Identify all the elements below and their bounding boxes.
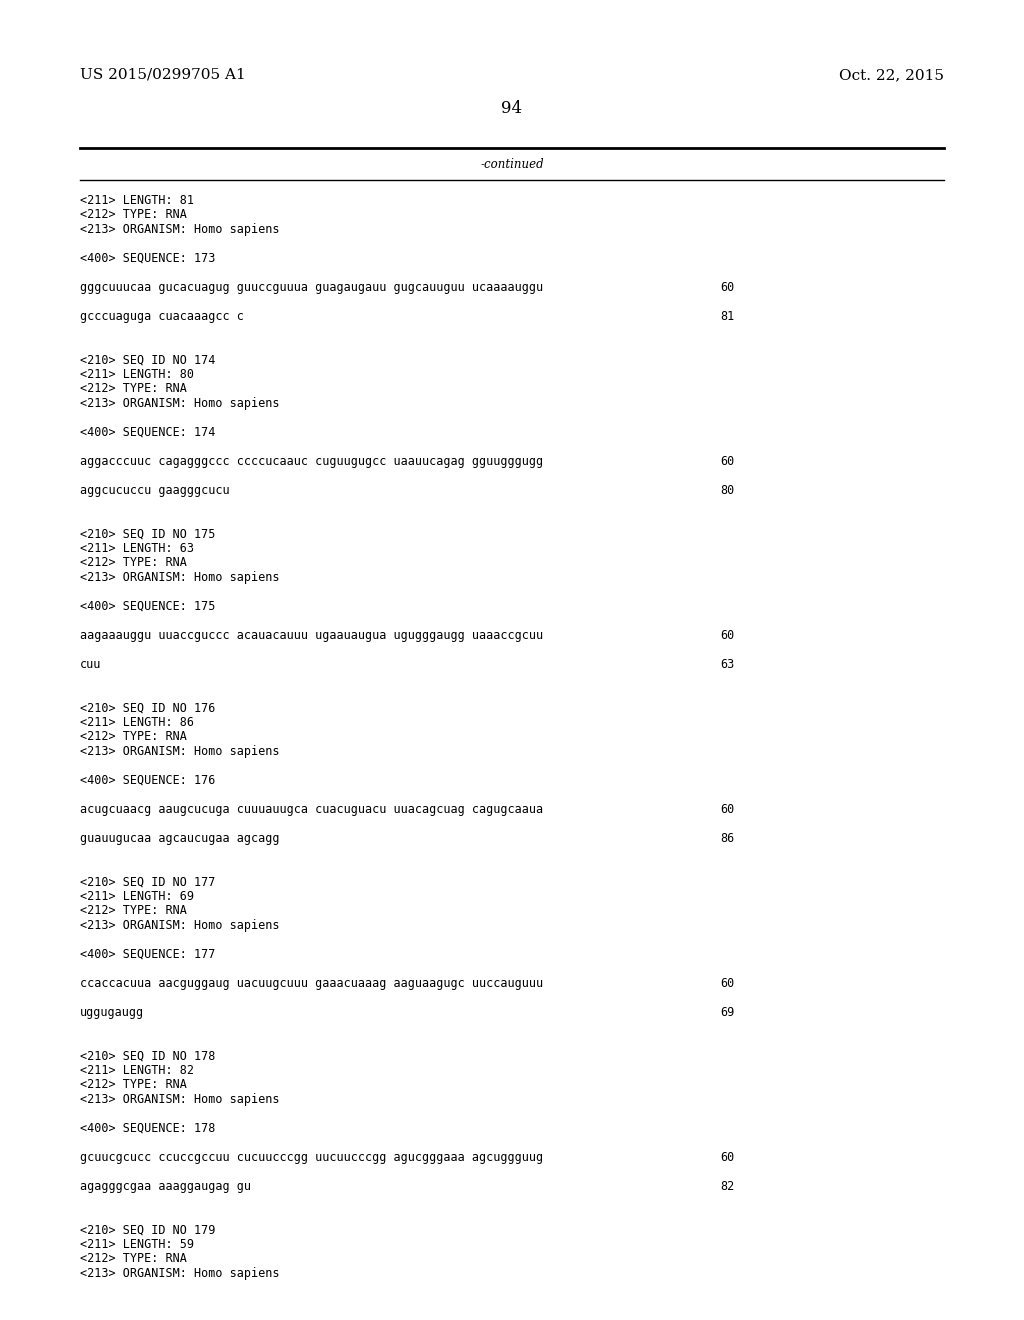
- Text: <212> TYPE: RNA: <212> TYPE: RNA: [80, 383, 186, 396]
- Text: <211> LENGTH: 82: <211> LENGTH: 82: [80, 1064, 194, 1077]
- Text: <211> LENGTH: 86: <211> LENGTH: 86: [80, 715, 194, 729]
- Text: 86: 86: [720, 832, 734, 845]
- Text: <212> TYPE: RNA: <212> TYPE: RNA: [80, 730, 186, 743]
- Text: <212> TYPE: RNA: <212> TYPE: RNA: [80, 557, 186, 569]
- Text: uggugaugg: uggugaugg: [80, 1006, 144, 1019]
- Text: 60: 60: [720, 803, 734, 816]
- Text: <212> TYPE: RNA: <212> TYPE: RNA: [80, 1078, 186, 1092]
- Text: <210> SEQ ID NO 176: <210> SEQ ID NO 176: [80, 701, 215, 714]
- Text: 81: 81: [720, 310, 734, 323]
- Text: 60: 60: [720, 630, 734, 642]
- Text: <400> SEQUENCE: 177: <400> SEQUENCE: 177: [80, 948, 215, 961]
- Text: ccaccacuua aacguggaug uacuugcuuu gaaacuaaag aaguaagugc uuccauguuu: ccaccacuua aacguggaug uacuugcuuu gaaacua…: [80, 977, 543, 990]
- Text: <400> SEQUENCE: 178: <400> SEQUENCE: 178: [80, 1122, 215, 1135]
- Text: 60: 60: [720, 977, 734, 990]
- Text: <210> SEQ ID NO 175: <210> SEQ ID NO 175: [80, 528, 215, 540]
- Text: Oct. 22, 2015: Oct. 22, 2015: [839, 69, 944, 82]
- Text: <400> SEQUENCE: 176: <400> SEQUENCE: 176: [80, 774, 215, 787]
- Text: <210> SEQ ID NO 178: <210> SEQ ID NO 178: [80, 1049, 215, 1063]
- Text: 63: 63: [720, 657, 734, 671]
- Text: 60: 60: [720, 1151, 734, 1164]
- Text: <400> SEQUENCE: 174: <400> SEQUENCE: 174: [80, 426, 215, 440]
- Text: aggacccuuc cagagggccc ccccucaauc cuguugugcc uaauucagag gguugggugg: aggacccuuc cagagggccc ccccucaauc cuguugu…: [80, 455, 543, 469]
- Text: <211> LENGTH: 81: <211> LENGTH: 81: [80, 194, 194, 207]
- Text: aagaaauggu uuaccguccc acauacauuu ugaauaugua ugugggaugg uaaaccgcuu: aagaaauggu uuaccguccc acauacauuu ugaauau…: [80, 630, 543, 642]
- Text: <211> LENGTH: 63: <211> LENGTH: 63: [80, 543, 194, 554]
- Text: US 2015/0299705 A1: US 2015/0299705 A1: [80, 69, 246, 82]
- Text: gcccuaguga cuacaaagcc c: gcccuaguga cuacaaagcc c: [80, 310, 244, 323]
- Text: 69: 69: [720, 1006, 734, 1019]
- Text: 82: 82: [720, 1180, 734, 1193]
- Text: <210> SEQ ID NO 177: <210> SEQ ID NO 177: [80, 875, 215, 888]
- Text: 80: 80: [720, 484, 734, 498]
- Text: gcuucgcucc ccuccgccuu cucuucccgg uucuucccgg agucgggaaa agcuggguug: gcuucgcucc ccuccgccuu cucuucccgg uucuucc…: [80, 1151, 543, 1164]
- Text: 60: 60: [720, 281, 734, 294]
- Text: aggcucuccu gaagggcucu: aggcucuccu gaagggcucu: [80, 484, 229, 498]
- Text: acugcuaacg aaugcucuga cuuuauugca cuacuguacu uuacagcuag cagugcaaua: acugcuaacg aaugcucuga cuuuauugca cuacugu…: [80, 803, 543, 816]
- Text: <212> TYPE: RNA: <212> TYPE: RNA: [80, 209, 186, 222]
- Text: <400> SEQUENCE: 173: <400> SEQUENCE: 173: [80, 252, 215, 265]
- Text: guauugucaa agcaucugaa agcagg: guauugucaa agcaucugaa agcagg: [80, 832, 280, 845]
- Text: <213> ORGANISM: Homo sapiens: <213> ORGANISM: Homo sapiens: [80, 744, 280, 758]
- Text: <211> LENGTH: 59: <211> LENGTH: 59: [80, 1238, 194, 1251]
- Text: <213> ORGANISM: Homo sapiens: <213> ORGANISM: Homo sapiens: [80, 572, 280, 583]
- Text: gggcuuucaa gucacuagug guuccguuua guagaugauu gugcauuguu ucaaaauggu: gggcuuucaa gucacuagug guuccguuua guagaug…: [80, 281, 543, 294]
- Text: <212> TYPE: RNA: <212> TYPE: RNA: [80, 1253, 186, 1266]
- Text: <400> SEQUENCE: 175: <400> SEQUENCE: 175: [80, 601, 215, 612]
- Text: 94: 94: [502, 100, 522, 117]
- Text: 60: 60: [720, 455, 734, 469]
- Text: <211> LENGTH: 69: <211> LENGTH: 69: [80, 890, 194, 903]
- Text: agagggcgaa aaaggaugag gu: agagggcgaa aaaggaugag gu: [80, 1180, 251, 1193]
- Text: <210> SEQ ID NO 179: <210> SEQ ID NO 179: [80, 1224, 215, 1237]
- Text: <211> LENGTH: 80: <211> LENGTH: 80: [80, 368, 194, 381]
- Text: <210> SEQ ID NO 174: <210> SEQ ID NO 174: [80, 354, 215, 367]
- Text: <213> ORGANISM: Homo sapiens: <213> ORGANISM: Homo sapiens: [80, 1267, 280, 1280]
- Text: <213> ORGANISM: Homo sapiens: <213> ORGANISM: Homo sapiens: [80, 397, 280, 411]
- Text: cuu: cuu: [80, 657, 101, 671]
- Text: <212> TYPE: RNA: <212> TYPE: RNA: [80, 904, 186, 917]
- Text: <213> ORGANISM: Homo sapiens: <213> ORGANISM: Homo sapiens: [80, 1093, 280, 1106]
- Text: -continued: -continued: [480, 158, 544, 172]
- Text: <213> ORGANISM: Homo sapiens: <213> ORGANISM: Homo sapiens: [80, 223, 280, 236]
- Text: <213> ORGANISM: Homo sapiens: <213> ORGANISM: Homo sapiens: [80, 919, 280, 932]
